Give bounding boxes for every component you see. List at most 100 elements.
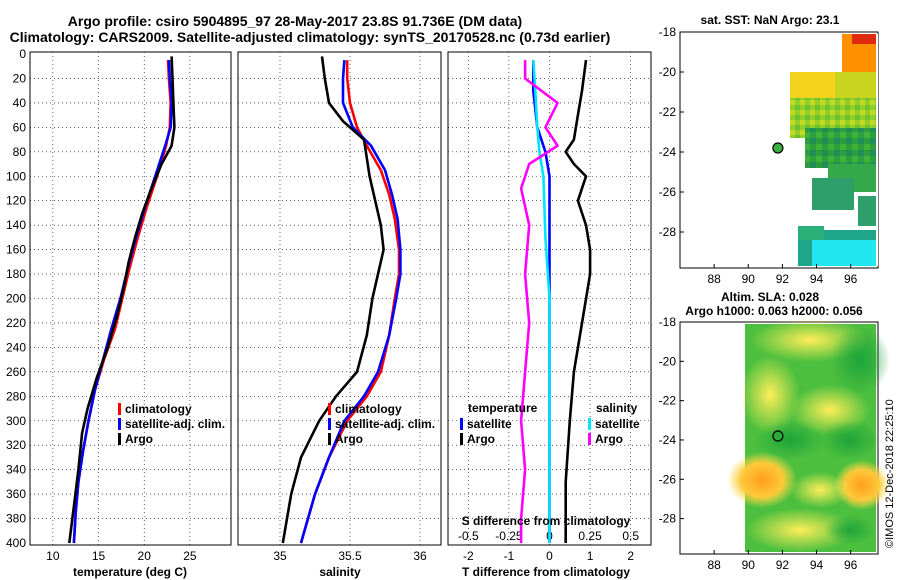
- legend-s-climatology-swatch: [328, 403, 331, 415]
- legend-climatology-swatch: [118, 403, 121, 415]
- y-tick-label: 200: [6, 292, 26, 306]
- y-tick-label: 140: [6, 218, 26, 232]
- map-lat-label: -18: [659, 25, 677, 39]
- legend-s-satellite-label: satellite-adj. clim.: [335, 417, 435, 431]
- y-tick-label: 340: [6, 463, 26, 477]
- map-lat-label: -24: [659, 145, 677, 159]
- series-line-argo: [68, 56, 176, 544]
- title-line-2: Climatology: CARS2009. Satellite-adjuste…: [10, 29, 611, 45]
- map-lon-label: 88: [707, 272, 721, 286]
- legend-s-argo2-swatch: [588, 433, 591, 445]
- x-tick-label: -1: [504, 549, 515, 563]
- legend-salinity-heading: salinity: [596, 401, 638, 415]
- map-lon-label: 92: [776, 272, 790, 286]
- map-lon-label: 96: [844, 558, 858, 572]
- temperature-legend: climatology satellite-adj. clim. Argo: [118, 402, 225, 446]
- map-lat-label: -18: [659, 315, 677, 329]
- s-diff-tick-label: 0.5: [622, 529, 639, 543]
- s-diff-tick-label: -0.25: [495, 529, 523, 543]
- legend-satellite-label: satellite-adj. clim.: [125, 417, 225, 431]
- series-line-s-argo: [519, 60, 559, 543]
- y-tick-label: 120: [6, 194, 26, 208]
- x-tick-label: 36: [413, 549, 427, 563]
- series-line-t-satellite: [531, 60, 551, 543]
- map-lat-label: -20: [659, 65, 677, 79]
- y-tick-label: 60: [13, 120, 27, 134]
- x-tick-label: 20: [138, 549, 152, 563]
- difference-panel: -2 -1 0 1 2-0.5 -0.25 0 0.25 0.5 T difference fr…: [447, 51, 652, 579]
- sla-map-title-2: Argo h1000: 0.063 h2000: 0.056: [685, 304, 863, 318]
- temperature-panel: 0 20 40 60 80 100 120 140 160 180 200 220 240 260 280 3…: [6, 47, 232, 579]
- x-tick-label: 1: [587, 549, 594, 563]
- sst-field: [790, 34, 878, 266]
- y-tick-label: 280: [6, 389, 26, 403]
- sla-argo-location-marker: [772, 430, 784, 442]
- legend-satellite-swatch: [118, 418, 121, 430]
- y-tick-label: 0: [19, 47, 26, 61]
- map-lon-label: 96: [844, 272, 858, 286]
- y-tick-label: 260: [6, 365, 26, 379]
- sst-map: sat. SST: NaN Argo: 23.1 -18 -20 -22 -24 -26…: [659, 13, 879, 286]
- series-line-satellite-adj-clim-: [299, 60, 402, 544]
- series-line-argo: [281, 56, 385, 544]
- series-line-t-argo: [564, 59, 592, 543]
- series-line-climatology: [299, 60, 401, 544]
- x-tick-label: 0: [546, 549, 553, 563]
- legend-s-sat-swatch: [588, 418, 591, 430]
- s-diff-tick-label: -0.5: [458, 529, 479, 543]
- legend-t-argo-swatch: [460, 433, 463, 445]
- salinity-legend: climatology satellite-adj. clim. Argo: [328, 402, 435, 446]
- title-line-1: Argo profile: csiro 5904895_97 28-May-20…: [68, 13, 522, 29]
- legend-s-argo-swatch: [328, 433, 331, 445]
- x-tick-label: 2: [627, 549, 634, 563]
- map-lat-label: -26: [659, 185, 677, 199]
- sla-map: Altim. SLA: 0.028 Argo h1000: 0.063 h200…: [659, 290, 890, 572]
- map-lon-label: 94: [810, 558, 824, 572]
- y-tick-label: 220: [6, 316, 26, 330]
- map-lat-label: -20: [659, 354, 677, 368]
- map-lat-label: -28: [659, 225, 677, 239]
- map-lat-label: -26: [659, 472, 677, 486]
- map-lat-label: -22: [659, 394, 677, 408]
- map-lon-label: 92: [776, 558, 790, 572]
- legend-s-argo2-label: Argo: [595, 432, 623, 446]
- legend-s-satellite-swatch: [328, 418, 331, 430]
- y-tick-label: 160: [6, 243, 26, 257]
- salinity-difference-label: S difference from climatology: [462, 514, 631, 528]
- map-lon-label: 90: [742, 558, 756, 572]
- x-tick-label: 15: [92, 549, 106, 563]
- x-tick-label: 35: [273, 549, 287, 563]
- map-lat-label: -24: [659, 433, 677, 447]
- y-tick-label: 100: [6, 169, 26, 183]
- map-lon-label: 88: [707, 558, 721, 572]
- legend-temperature-heading: temperature: [468, 401, 538, 415]
- y-tick-label: 40: [13, 96, 27, 110]
- series-line-s-satellite: [532, 60, 551, 543]
- legend-argo-swatch: [118, 433, 121, 445]
- legend-t-satellite-label: satellite: [467, 417, 512, 431]
- y-tick-label: 20: [13, 71, 27, 85]
- y-tick-label: 360: [6, 487, 26, 501]
- legend-s-argo-label: Argo: [335, 432, 363, 446]
- temperature-xlabel: temperature (deg C): [73, 565, 187, 579]
- sst-argo-location-marker: [772, 142, 784, 154]
- sla-map-title-1: Altim. SLA: 0.028: [721, 290, 819, 304]
- y-tick-label: 240: [6, 340, 26, 354]
- map-lon-label: 90: [742, 272, 756, 286]
- y-tick-label: 320: [6, 438, 26, 452]
- y-tick-label: 300: [6, 414, 26, 428]
- legend-s-climatology-label: climatology: [335, 402, 402, 416]
- s-diff-tick-label: 0.25: [578, 529, 602, 543]
- difference-legend: temperature satellite Argo salinity sate…: [460, 401, 640, 446]
- sst-map-title: sat. SST: NaN Argo: 23.1: [701, 13, 840, 27]
- difference-xlabel: T difference from climatology: [462, 565, 630, 579]
- x-tick-label: 25: [183, 549, 197, 563]
- y-tick-label: 80: [13, 145, 27, 159]
- salinity-xlabel: salinity: [319, 565, 361, 579]
- map-lat-label: -28: [659, 512, 677, 526]
- y-tick-label: 180: [6, 267, 26, 281]
- legend-climatology-label: climatology: [125, 402, 192, 416]
- imos-stamp: ©IMOS 12-Dec-2018 22:25:10: [884, 399, 896, 548]
- legend-t-argo-label: Argo: [467, 432, 495, 446]
